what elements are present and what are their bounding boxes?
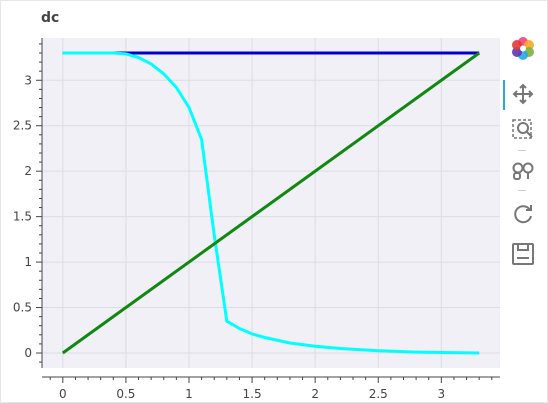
- y-tick-label: 1: [24, 255, 32, 269]
- x-tick-label: 2: [311, 387, 319, 401]
- line-chart[interactable]: 0 0.5 1 1.5 2 2.5 3 0 0.5 1 1.5 2 2.5 3: [0, 0, 500, 403]
- plot-title: dc: [41, 10, 60, 26]
- bokeh-logo-icon[interactable]: [509, 34, 537, 62]
- box-zoom-icon[interactable]: [509, 116, 537, 144]
- x-tick-label: 2.5: [369, 387, 388, 401]
- y-tick-label: 3: [24, 73, 32, 87]
- series-line-3: [61, 51, 481, 355]
- y-tick-label: 0: [24, 346, 32, 360]
- toolbar: [503, 34, 543, 274]
- toolbar-divider: [518, 190, 526, 191]
- reset-icon[interactable]: [509, 200, 537, 228]
- toolbar-divider: [518, 150, 526, 151]
- axes: 0 0.5 1 1.5 2 2.5 3 0 0.5 1 1.5 2 2.5 3: [13, 38, 500, 401]
- y-tick-label: 0.5: [13, 301, 32, 315]
- y-tick-label: 2.5: [13, 119, 32, 133]
- active-tool-indicator: [503, 80, 505, 110]
- wheel-zoom-icon[interactable]: [509, 156, 537, 184]
- pan-icon[interactable]: [509, 80, 537, 108]
- x-tick-label: 0.5: [116, 387, 135, 401]
- y-tick-label: 2: [24, 164, 32, 178]
- series-layer: [61, 51, 481, 355]
- y-tick-label: 1.5: [13, 210, 32, 224]
- x-tick-label: 0: [59, 387, 67, 401]
- save-icon[interactable]: [509, 240, 537, 268]
- x-tick-label: 3: [438, 387, 446, 401]
- series-line-2: [62, 51, 480, 355]
- x-tick-label: 1: [185, 387, 193, 401]
- x-tick-label: 1.5: [243, 387, 262, 401]
